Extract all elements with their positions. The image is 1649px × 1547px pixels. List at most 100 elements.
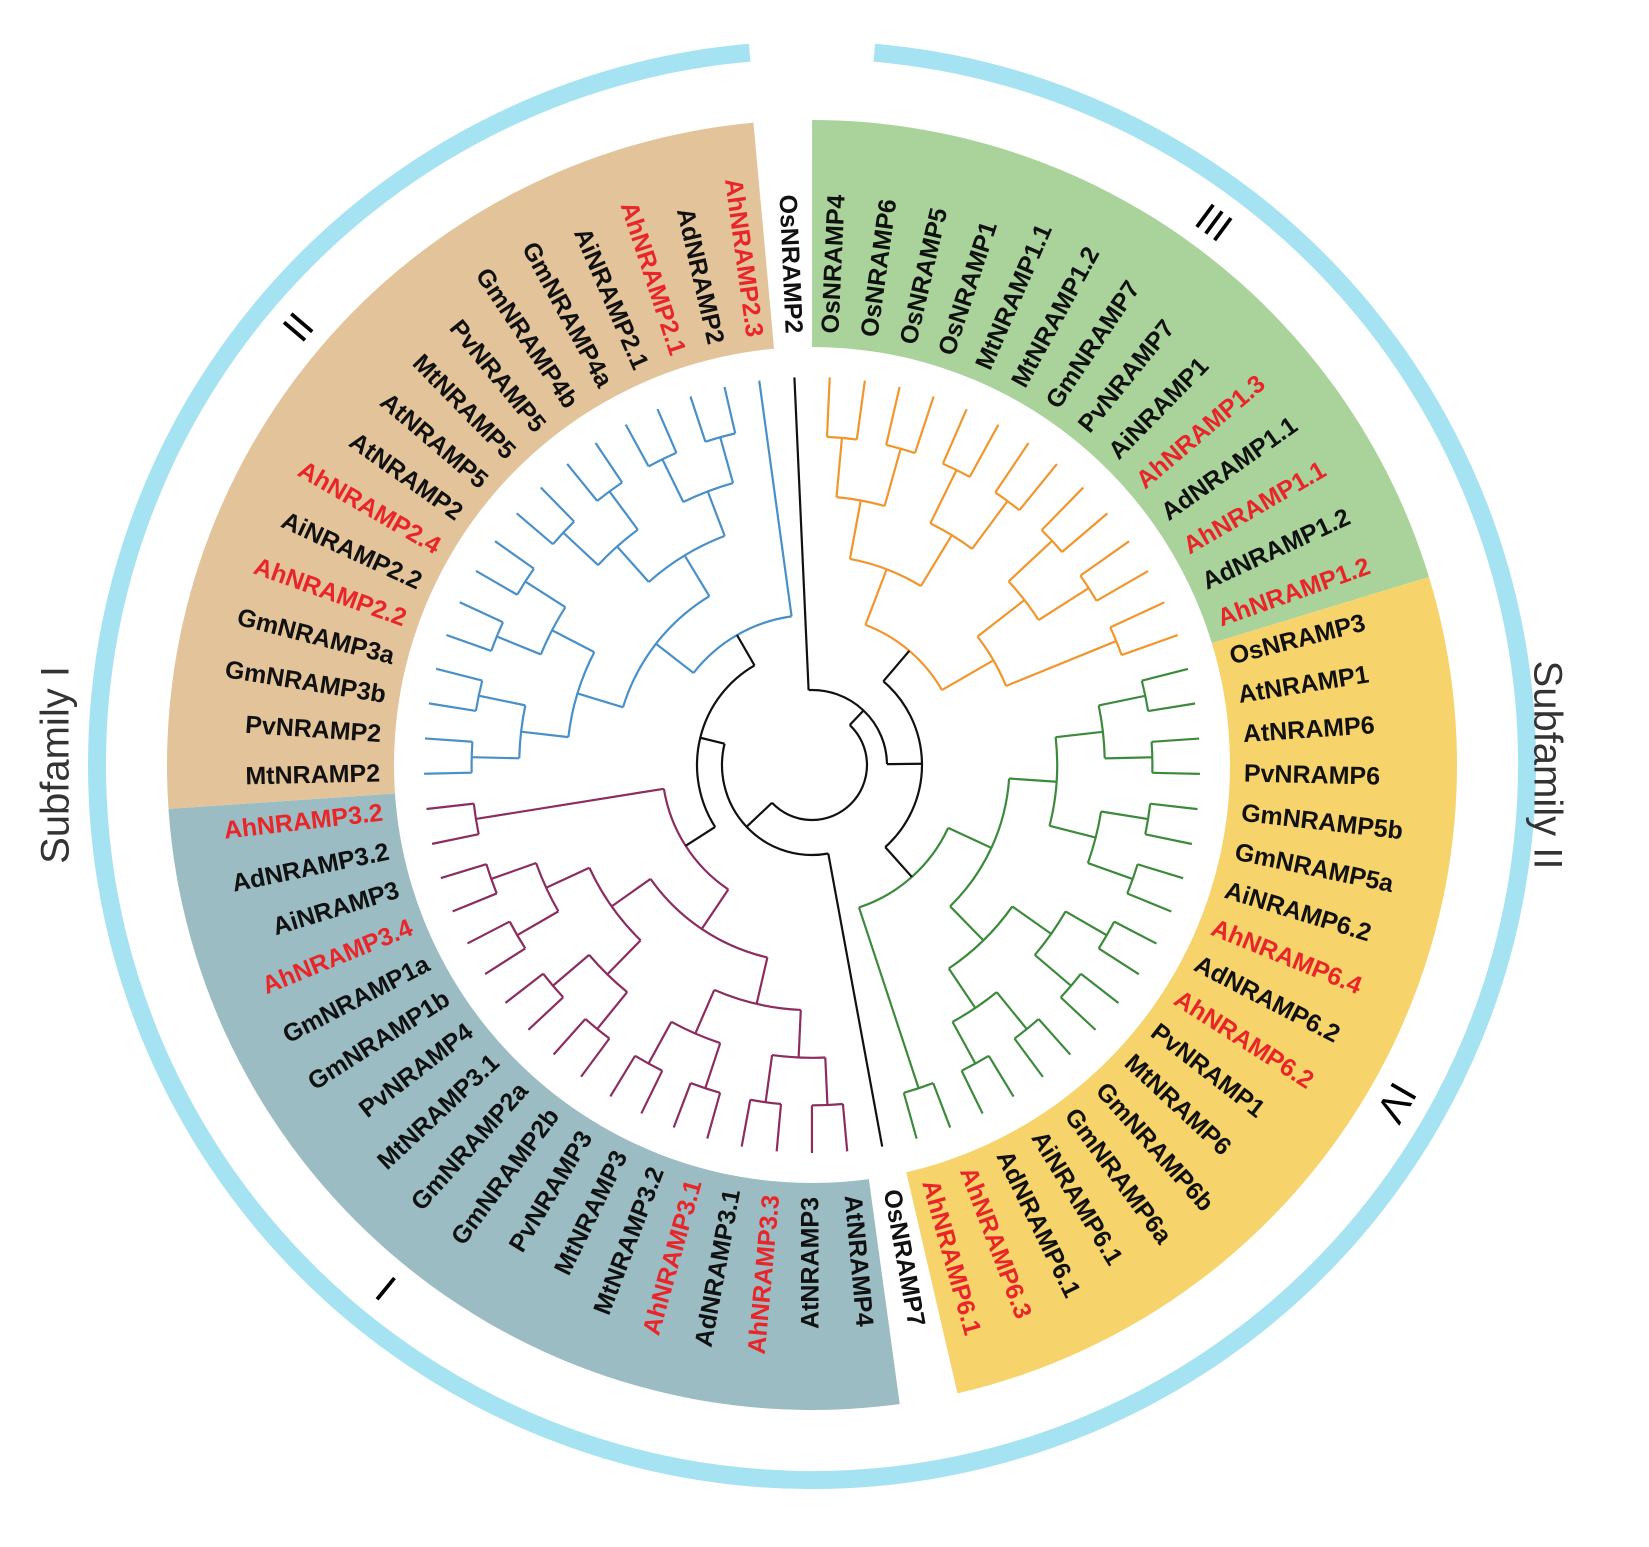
- branch: [584, 1018, 611, 1040]
- branch: [459, 601, 504, 624]
- branch: [452, 892, 498, 913]
- branch: [520, 730, 569, 739]
- branch: [745, 801, 773, 828]
- branch: [1055, 730, 1104, 739]
- leaf-label: OsNRAMP2: [774, 194, 808, 334]
- branch: [720, 743, 829, 857]
- branch: [552, 1018, 587, 1056]
- branch: [472, 803, 480, 835]
- branch: [835, 437, 844, 498]
- subfamily-arcs: [88, 43, 1536, 1489]
- branch: [719, 436, 735, 484]
- branch: [706, 1092, 722, 1139]
- branch: [775, 1103, 783, 1152]
- branch: [490, 861, 537, 880]
- branch: [1098, 947, 1140, 976]
- branch: [883, 448, 902, 507]
- branch: [670, 1020, 721, 1045]
- branch: [552, 954, 590, 987]
- branch: [524, 580, 566, 609]
- branch: [1009, 777, 1057, 783]
- branch: [771, 724, 869, 822]
- branch: [1061, 512, 1109, 553]
- branch: [695, 664, 756, 828]
- branch: [545, 866, 590, 889]
- branch: [1109, 626, 1123, 656]
- branch: [475, 787, 665, 821]
- branch: [446, 633, 492, 652]
- subfamily-label: Subfamily II: [1525, 661, 1569, 870]
- branch: [431, 833, 479, 845]
- branch: [1140, 680, 1150, 712]
- branch: [1018, 463, 1058, 511]
- branch: [474, 680, 484, 712]
- branch: [1013, 1037, 1044, 1078]
- branch: [1152, 771, 1200, 775]
- branch: [947, 967, 977, 1009]
- branch: [1137, 863, 1184, 880]
- branch: [1080, 972, 1120, 1004]
- branch: [616, 545, 650, 583]
- branch: [1126, 864, 1139, 894]
- branch: [694, 989, 716, 1034]
- branch: [797, 1009, 802, 1058]
- branch: [764, 1054, 774, 1103]
- branch: [1007, 540, 1053, 583]
- branch: [755, 957, 769, 1005]
- branch: [1098, 694, 1146, 707]
- branch: [466, 920, 511, 945]
- branch: [919, 534, 953, 587]
- branch: [597, 528, 639, 566]
- branch: [647, 1021, 673, 1065]
- branch: [706, 491, 726, 537]
- branch: [827, 853, 884, 1147]
- branch: [596, 991, 629, 1030]
- branch: [440, 863, 487, 880]
- branch: [1034, 954, 1072, 987]
- branch: [683, 554, 711, 597]
- branch: [758, 380, 793, 617]
- branch: [484, 947, 526, 975]
- leaf-label: AtNRAMP3: [797, 1197, 825, 1329]
- branch: [1100, 810, 1149, 821]
- branch: [736, 634, 756, 666]
- branch: [494, 540, 535, 570]
- branch: [1126, 892, 1172, 913]
- branch: [606, 939, 642, 976]
- branch: [824, 1057, 829, 1106]
- branch: [672, 1082, 692, 1128]
- branch: [428, 702, 477, 713]
- branch: [913, 396, 935, 454]
- branch: [1147, 702, 1196, 713]
- branch: [1097, 921, 1116, 950]
- branch: [700, 888, 730, 930]
- branch: [841, 1103, 849, 1152]
- branch: [994, 491, 1021, 512]
- branch: [424, 737, 473, 743]
- branch: [496, 635, 542, 656]
- branch: [848, 500, 862, 560]
- branch: [424, 771, 472, 775]
- branch: [1150, 802, 1198, 811]
- subfamily-label: Subfamily I: [34, 666, 78, 864]
- branch: [951, 1021, 977, 1065]
- branch: [1087, 862, 1134, 881]
- clade-label: III: [1187, 195, 1240, 250]
- branch: [685, 826, 716, 847]
- branch: [1095, 570, 1149, 602]
- branch: [655, 642, 695, 674]
- branch: [608, 490, 639, 531]
- branch: [903, 1082, 934, 1094]
- branch: [580, 1037, 611, 1078]
- branch: [723, 386, 737, 434]
- branch: [516, 512, 554, 546]
- branch: [1038, 587, 1090, 621]
- branch: [562, 531, 599, 566]
- branch: [793, 377, 810, 691]
- branch: [1064, 910, 1108, 937]
- branch: [941, 408, 968, 465]
- branch: [1005, 640, 1117, 687]
- branch: [1151, 737, 1200, 743]
- branch: [1109, 601, 1165, 629]
